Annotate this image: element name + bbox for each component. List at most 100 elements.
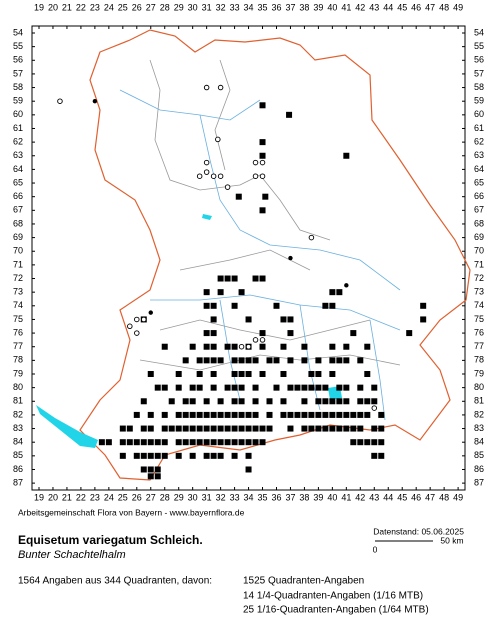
- record-square: [287, 330, 294, 337]
- record-square: [364, 371, 371, 377]
- record-square: [357, 398, 364, 405]
- record-square: [245, 411, 252, 418]
- x-label: 30: [188, 492, 198, 502]
- record-circle: [203, 84, 210, 91]
- record-square: [266, 357, 273, 364]
- record-square: [378, 411, 385, 418]
- x-label: 39: [313, 2, 323, 12]
- record-square: [280, 343, 287, 350]
- record-square: [210, 302, 217, 309]
- record-square: [273, 357, 280, 364]
- record-square: [231, 384, 238, 391]
- record-square: [329, 425, 336, 432]
- record-square: [217, 357, 224, 364]
- y-label: 68: [474, 218, 484, 228]
- record-square: [273, 302, 280, 309]
- record-square: [259, 371, 266, 377]
- record-square: [259, 330, 266, 337]
- record-square: [203, 289, 210, 296]
- y-label: 74: [474, 300, 484, 310]
- x-label: 34: [244, 492, 254, 502]
- record-square: [245, 439, 252, 446]
- record-square: [406, 330, 413, 337]
- record-square: [231, 398, 238, 405]
- record-square: [301, 398, 308, 405]
- record-circle: [252, 337, 259, 343]
- record-square: [259, 102, 266, 109]
- record-square: [259, 343, 266, 350]
- record-square: [322, 384, 329, 391]
- record-square: [224, 384, 231, 391]
- y-label: 72: [13, 273, 23, 283]
- record-square: [231, 357, 238, 364]
- record-circle: [252, 173, 259, 179]
- y-label: 79: [13, 368, 23, 378]
- record-circle: [259, 337, 266, 343]
- record-circle: [217, 84, 224, 91]
- scale-end: 50 km: [440, 535, 463, 545]
- y-label: 57: [474, 68, 484, 78]
- x-label: 48: [439, 2, 449, 12]
- record-square: [308, 425, 315, 432]
- record-square: [262, 193, 269, 200]
- record-square: [301, 357, 308, 364]
- y-label: 83: [474, 423, 484, 433]
- record-square: [196, 357, 203, 364]
- record-square: [315, 425, 322, 432]
- record-square: [147, 466, 154, 473]
- y-label: 82: [13, 409, 23, 419]
- x-label: 34: [244, 2, 254, 12]
- x-label: 43: [369, 2, 379, 12]
- record-square: [322, 398, 329, 405]
- record-square: [189, 411, 196, 418]
- record-square: [259, 275, 266, 282]
- y-label: 73: [13, 287, 23, 297]
- y-label: 77: [13, 341, 23, 351]
- x-label: 49: [453, 2, 463, 12]
- record-square: [147, 411, 154, 418]
- x-label: 45: [397, 2, 407, 12]
- record-square: [350, 411, 357, 418]
- record-square: [231, 452, 238, 459]
- x-label: 37: [285, 2, 295, 12]
- record-square: [238, 384, 245, 391]
- y-label: 87: [474, 477, 484, 487]
- x-label: 24: [104, 492, 114, 502]
- y-label: 75: [474, 314, 484, 324]
- record-square: [224, 343, 231, 350]
- x-label: 30: [188, 2, 198, 12]
- record-square: [336, 425, 343, 432]
- x-label: 39: [313, 492, 323, 502]
- record-square: [189, 398, 196, 405]
- x-label: 40: [327, 2, 337, 12]
- record-square: [210, 425, 217, 432]
- record-circle: [259, 159, 266, 166]
- y-label: 81: [474, 396, 484, 406]
- record-square: [259, 207, 266, 214]
- record-square: [196, 425, 203, 432]
- y-label: 68: [13, 218, 23, 228]
- y-label: 61: [13, 123, 23, 133]
- record-square: [231, 411, 238, 418]
- record-square: [217, 452, 224, 459]
- x-label: 31: [202, 2, 212, 12]
- record-square: [350, 330, 357, 337]
- record-square: [364, 398, 371, 405]
- record-square: [357, 439, 364, 446]
- record-square: [140, 466, 147, 473]
- record-square: [140, 452, 147, 459]
- record-square: [182, 398, 189, 405]
- record-square: [217, 398, 224, 405]
- record-square: [336, 289, 343, 296]
- record-square: [336, 384, 343, 391]
- record-circle: [203, 159, 210, 166]
- record-square: [329, 357, 336, 364]
- subtitle: Bunter Schachtelhalm: [18, 549, 126, 561]
- record-square: [357, 425, 364, 432]
- count: 25 1/16-Quadranten-Angaben (1/64 MTB): [243, 605, 429, 616]
- record-square: [336, 357, 343, 364]
- record-square: [329, 289, 336, 296]
- y-label: 86: [474, 464, 484, 474]
- x-label: 26: [132, 492, 142, 502]
- record-square: [210, 343, 217, 350]
